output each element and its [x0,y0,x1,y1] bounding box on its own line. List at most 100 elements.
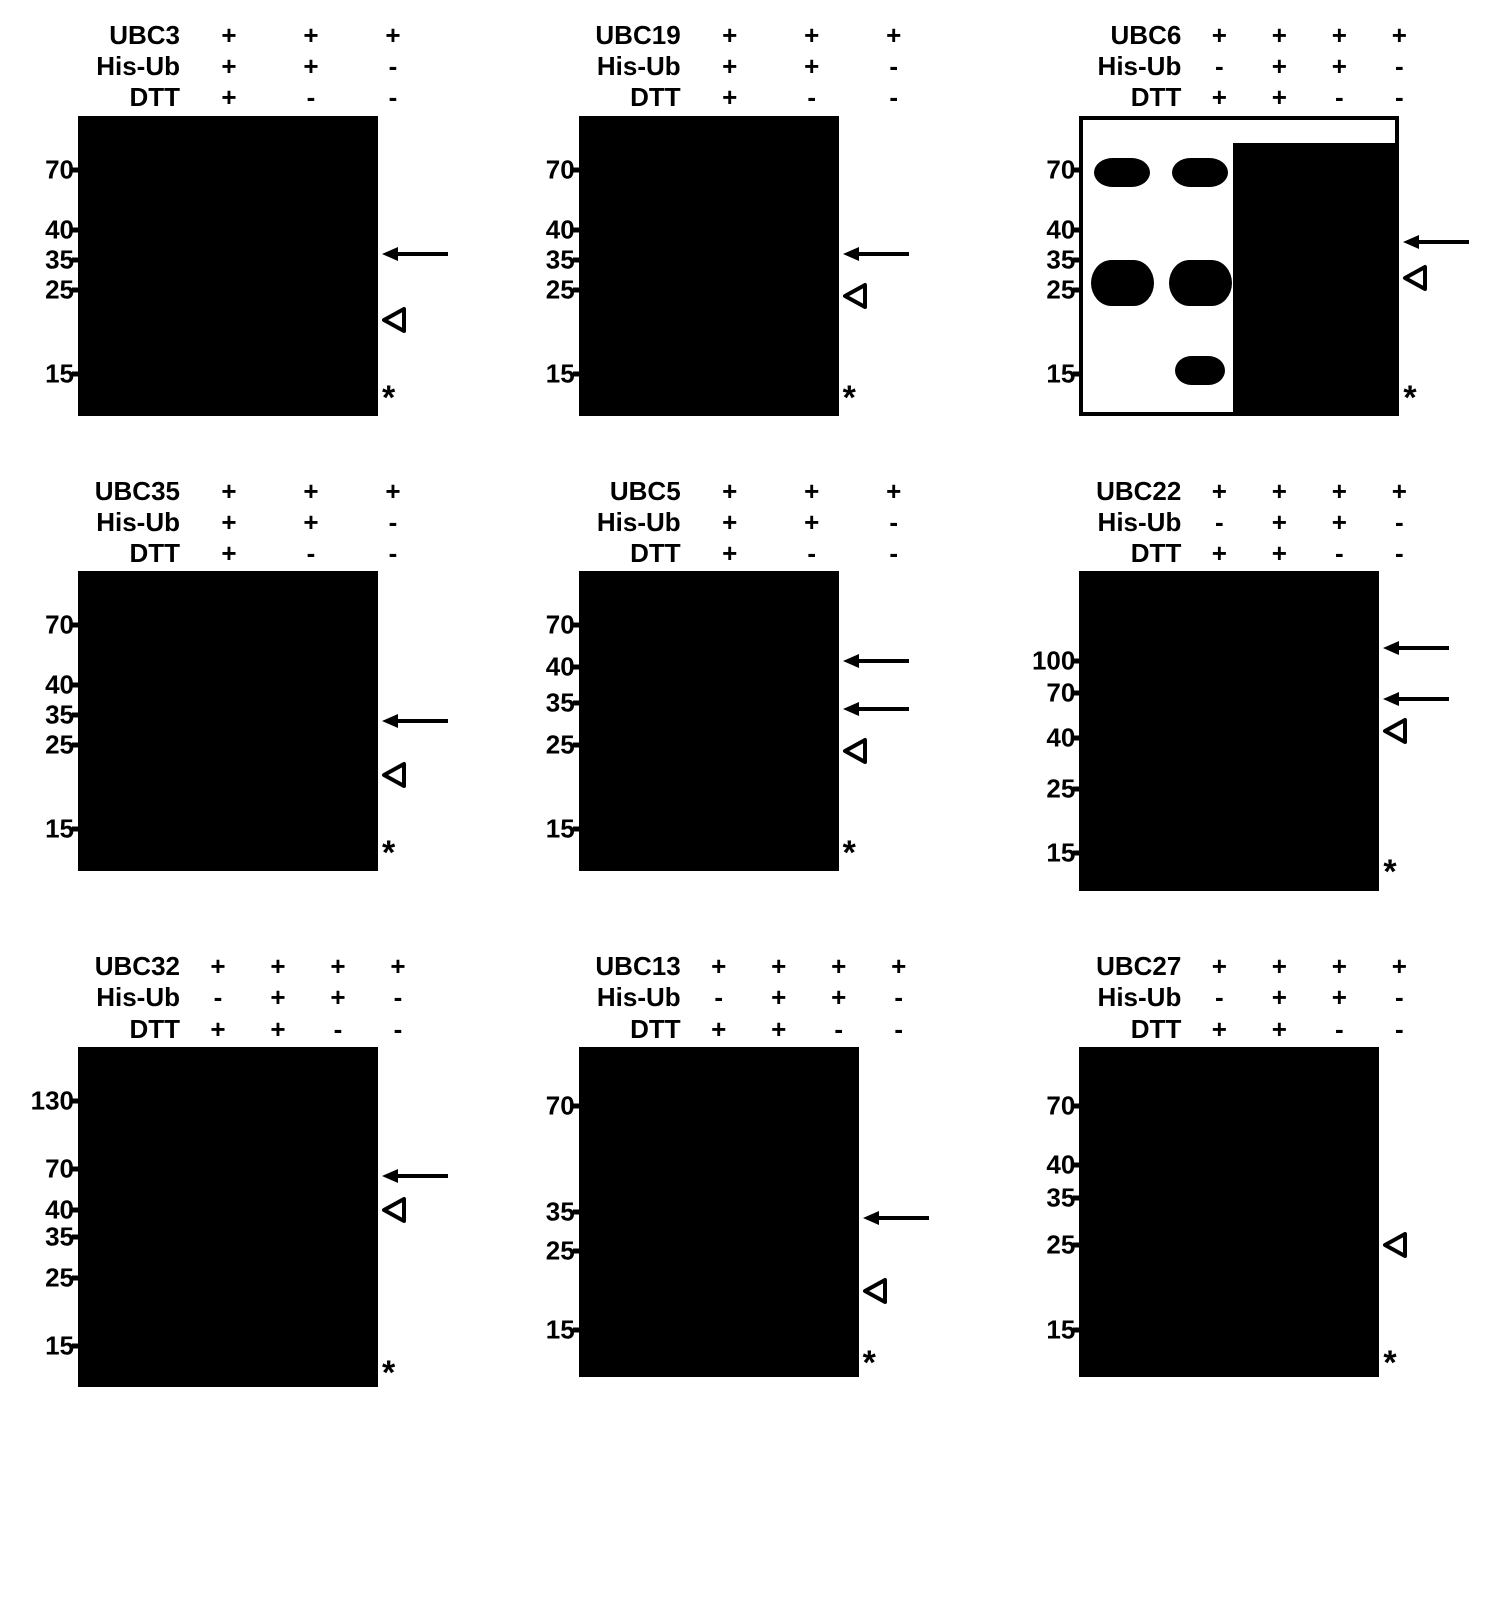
mw-label: 25 [1046,1229,1075,1260]
condition-row: DTT++-- [1079,538,1492,569]
condition-signs: ++- [689,51,935,82]
condition-sign: - [1309,538,1369,569]
condition-row: DTT++-- [1079,1014,1492,1045]
arrow-icon [1381,638,1451,658]
condition-sign: + [1309,51,1369,82]
condition-sign: + [853,476,935,507]
mw-label: 25 [546,1236,575,1267]
asterisk-icon: * [863,1346,876,1380]
condition-sign: - [308,1014,368,1045]
annotation-column: * [1379,571,1449,891]
condition-row: DTT+-- [78,82,491,113]
condition-row: His-Ub-++- [1079,507,1492,538]
condition-sign: - [869,1014,929,1045]
condition-sign: + [853,20,935,51]
condition-sign: - [352,82,434,113]
mw-marker-column: 1307040352515 [20,1047,78,1387]
condition-label: His-Ub [579,507,689,538]
condition-row: DTT+-- [579,82,992,113]
condition-sign: + [749,982,809,1013]
condition-sign: + [749,1014,809,1045]
blot-row: 70352515 * [521,1047,992,1377]
condition-signs: -++- [1189,507,1429,538]
condition-sign: + [689,951,749,982]
condition-sign: + [352,20,434,51]
western-blot [78,1047,378,1387]
condition-sign: + [1309,476,1369,507]
condition-sign: - [1189,507,1249,538]
condition-label: His-Ub [78,51,188,82]
condition-label: UBC3 [78,20,188,51]
mw-label: 15 [546,814,575,845]
condition-sign: + [1189,1014,1249,1045]
condition-label: DTT [1079,82,1189,113]
condition-sign: + [188,82,270,113]
mw-label: 70 [1046,154,1075,185]
open-triangle-icon [841,737,869,765]
condition-row: UBC27++++ [1079,951,1492,982]
condition-sign: - [1189,51,1249,82]
condition-sign: + [1309,951,1369,982]
condition-sign: + [771,51,853,82]
arrow-icon [380,1166,450,1186]
condition-row: His-Ub++- [78,507,491,538]
condition-label: His-Ub [1079,51,1189,82]
condition-row: UBC6++++ [1079,20,1492,51]
condition-label: UBC35 [78,476,188,507]
mw-label: 40 [1046,722,1075,753]
mw-label: 35 [546,1196,575,1227]
panel-ubc13: UBC13++++His-Ub-++-DTT++--70352515 * [521,951,992,1387]
mw-label: 70 [546,610,575,641]
blot-row: 7040352515 * [20,571,491,871]
panel-ubc3: UBC3+++His-Ub++-DTT+--7040352515 * [20,20,491,416]
condition-signs: -++- [1189,51,1429,82]
condition-sign: + [1249,507,1309,538]
condition-row: UBC22++++ [1079,476,1492,507]
blot-row: 10070402515 * [1021,571,1492,891]
condition-sign: + [689,507,771,538]
mw-label: 25 [1046,773,1075,804]
mw-label: 40 [45,214,74,245]
mw-label: 40 [546,214,575,245]
asterisk-icon: * [382,836,395,870]
blot-band [1172,158,1228,187]
mw-label: 15 [45,1330,74,1361]
asterisk-icon: * [1403,381,1416,415]
condition-row: His-Ub++- [579,51,992,82]
mw-label: 70 [546,1091,575,1122]
condition-signs: ++- [188,51,434,82]
condition-sign: - [689,982,749,1013]
conditions-header: UBC5+++His-Ub++-DTT+-- [579,476,992,570]
condition-sign: - [270,538,352,569]
condition-sign: + [270,507,352,538]
condition-signs: ++-- [1189,1014,1429,1045]
condition-sign: + [188,51,270,82]
mw-label: 70 [1046,1091,1075,1122]
condition-sign: + [689,1014,749,1045]
condition-sign: - [853,507,935,538]
condition-sign: - [1369,1014,1429,1045]
condition-sign: - [352,51,434,82]
open-triangle-icon [1401,264,1429,292]
conditions-header: UBC6++++His-Ub-++-DTT++-- [1079,20,1492,114]
condition-row: DTT++-- [1079,82,1492,113]
condition-sign: + [270,51,352,82]
blot-band [1091,260,1153,307]
open-triangle-icon [1381,1231,1409,1259]
condition-sign: + [1249,51,1309,82]
condition-row: UBC35+++ [78,476,491,507]
conditions-header: UBC32++++His-Ub-++-DTT++-- [78,951,491,1045]
condition-sign: + [352,476,434,507]
panel-ubc6: UBC6++++His-Ub-++-DTT++--7040352515 * [1021,20,1492,416]
condition-sign: - [368,1014,428,1045]
mw-label: 40 [546,652,575,683]
condition-row: DTT+-- [78,538,491,569]
western-blot [1079,571,1379,891]
condition-sign: + [1369,951,1429,982]
arrow-icon [380,244,450,264]
condition-sign: + [1249,538,1309,569]
mw-label: 25 [45,1262,74,1293]
mw-label: 35 [45,700,74,731]
condition-sign: + [771,476,853,507]
condition-sign: - [771,82,853,113]
